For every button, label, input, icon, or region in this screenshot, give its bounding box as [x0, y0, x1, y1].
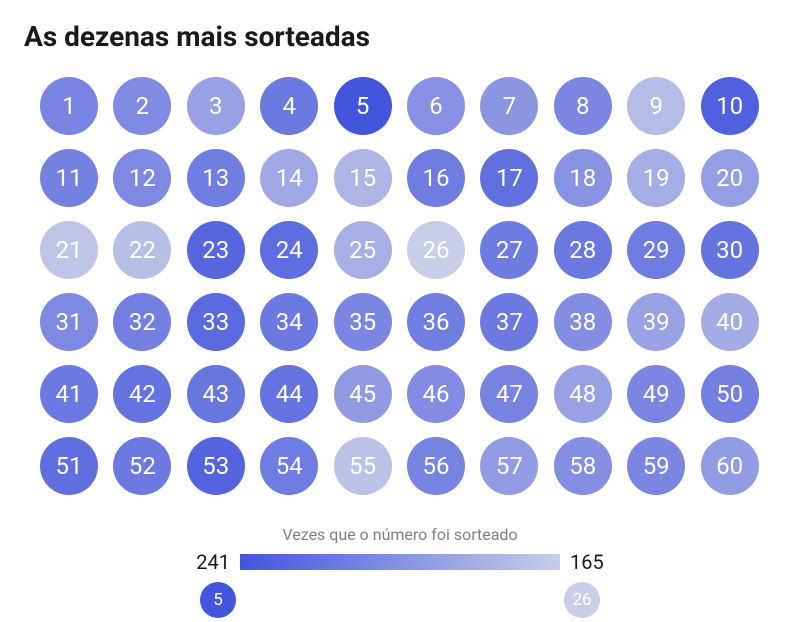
number-ball: 55 — [334, 437, 392, 495]
legend-max-value: 241 — [186, 550, 230, 574]
number-ball: 29 — [627, 221, 685, 279]
number-ball: 56 — [407, 437, 465, 495]
number-ball: 13 — [187, 149, 245, 207]
legend-example-min-ball: 26 — [564, 582, 600, 618]
number-ball: 12 — [113, 149, 171, 207]
number-ball: 26 — [407, 221, 465, 279]
number-ball: 54 — [260, 437, 318, 495]
number-ball: 32 — [113, 293, 171, 351]
number-ball: 41 — [40, 365, 98, 423]
page-title: As dezenas mais sorteadas — [24, 20, 776, 53]
number-ball: 33 — [187, 293, 245, 351]
number-ball: 28 — [554, 221, 612, 279]
number-ball: 14 — [260, 149, 318, 207]
number-ball: 31 — [40, 293, 98, 351]
number-ball: 4 — [260, 77, 318, 135]
number-ball: 8 — [554, 77, 612, 135]
number-ball: 47 — [480, 365, 538, 423]
number-ball: 9 — [627, 77, 685, 135]
number-ball: 60 — [701, 437, 759, 495]
number-ball: 51 — [40, 437, 98, 495]
number-ball: 21 — [40, 221, 98, 279]
number-ball: 1 — [40, 77, 98, 135]
number-ball: 45 — [334, 365, 392, 423]
number-ball: 11 — [40, 149, 98, 207]
legend-gradient-bar — [240, 554, 560, 570]
number-ball: 48 — [554, 365, 612, 423]
legend-example-max-number: 5 — [213, 590, 223, 610]
number-ball: 50 — [701, 365, 759, 423]
number-ball: 58 — [554, 437, 612, 495]
legend-caption: Vezes que o número foi sorteado — [144, 525, 656, 544]
legend-example-max-ball: 5 — [200, 582, 236, 618]
number-ball: 53 — [187, 437, 245, 495]
number-ball: 37 — [480, 293, 538, 351]
number-ball: 24 — [260, 221, 318, 279]
number-ball: 18 — [554, 149, 612, 207]
number-ball: 20 — [701, 149, 759, 207]
number-ball: 46 — [407, 365, 465, 423]
number-ball: 2 — [113, 77, 171, 135]
number-ball: 3 — [187, 77, 245, 135]
legend-example-min-number: 26 — [572, 590, 591, 610]
legend: Vezes que o número foi sorteado 241 165 … — [24, 525, 776, 618]
number-ball: 30 — [701, 221, 759, 279]
number-ball: 38 — [554, 293, 612, 351]
number-ball: 25 — [334, 221, 392, 279]
number-ball: 42 — [113, 365, 171, 423]
legend-bar-row: 241 165 — [144, 550, 656, 574]
number-ball: 35 — [334, 293, 392, 351]
number-ball: 34 — [260, 293, 318, 351]
number-grid: 1234567891011121314151617181920212223242… — [24, 77, 776, 495]
legend-examples: 5 26 — [200, 582, 600, 618]
number-ball: 6 — [407, 77, 465, 135]
legend-min-value: 165 — [570, 550, 614, 574]
number-ball: 49 — [627, 365, 685, 423]
number-ball: 39 — [627, 293, 685, 351]
number-ball: 57 — [480, 437, 538, 495]
number-ball: 59 — [627, 437, 685, 495]
number-ball: 5 — [334, 77, 392, 135]
number-ball: 44 — [260, 365, 318, 423]
number-ball: 16 — [407, 149, 465, 207]
number-ball: 40 — [701, 293, 759, 351]
number-ball: 43 — [187, 365, 245, 423]
number-ball: 27 — [480, 221, 538, 279]
number-ball: 17 — [480, 149, 538, 207]
number-ball: 15 — [334, 149, 392, 207]
number-ball: 52 — [113, 437, 171, 495]
number-ball: 19 — [627, 149, 685, 207]
number-ball: 10 — [701, 77, 759, 135]
number-ball: 7 — [480, 77, 538, 135]
number-ball: 23 — [187, 221, 245, 279]
number-ball: 36 — [407, 293, 465, 351]
number-ball: 22 — [113, 221, 171, 279]
